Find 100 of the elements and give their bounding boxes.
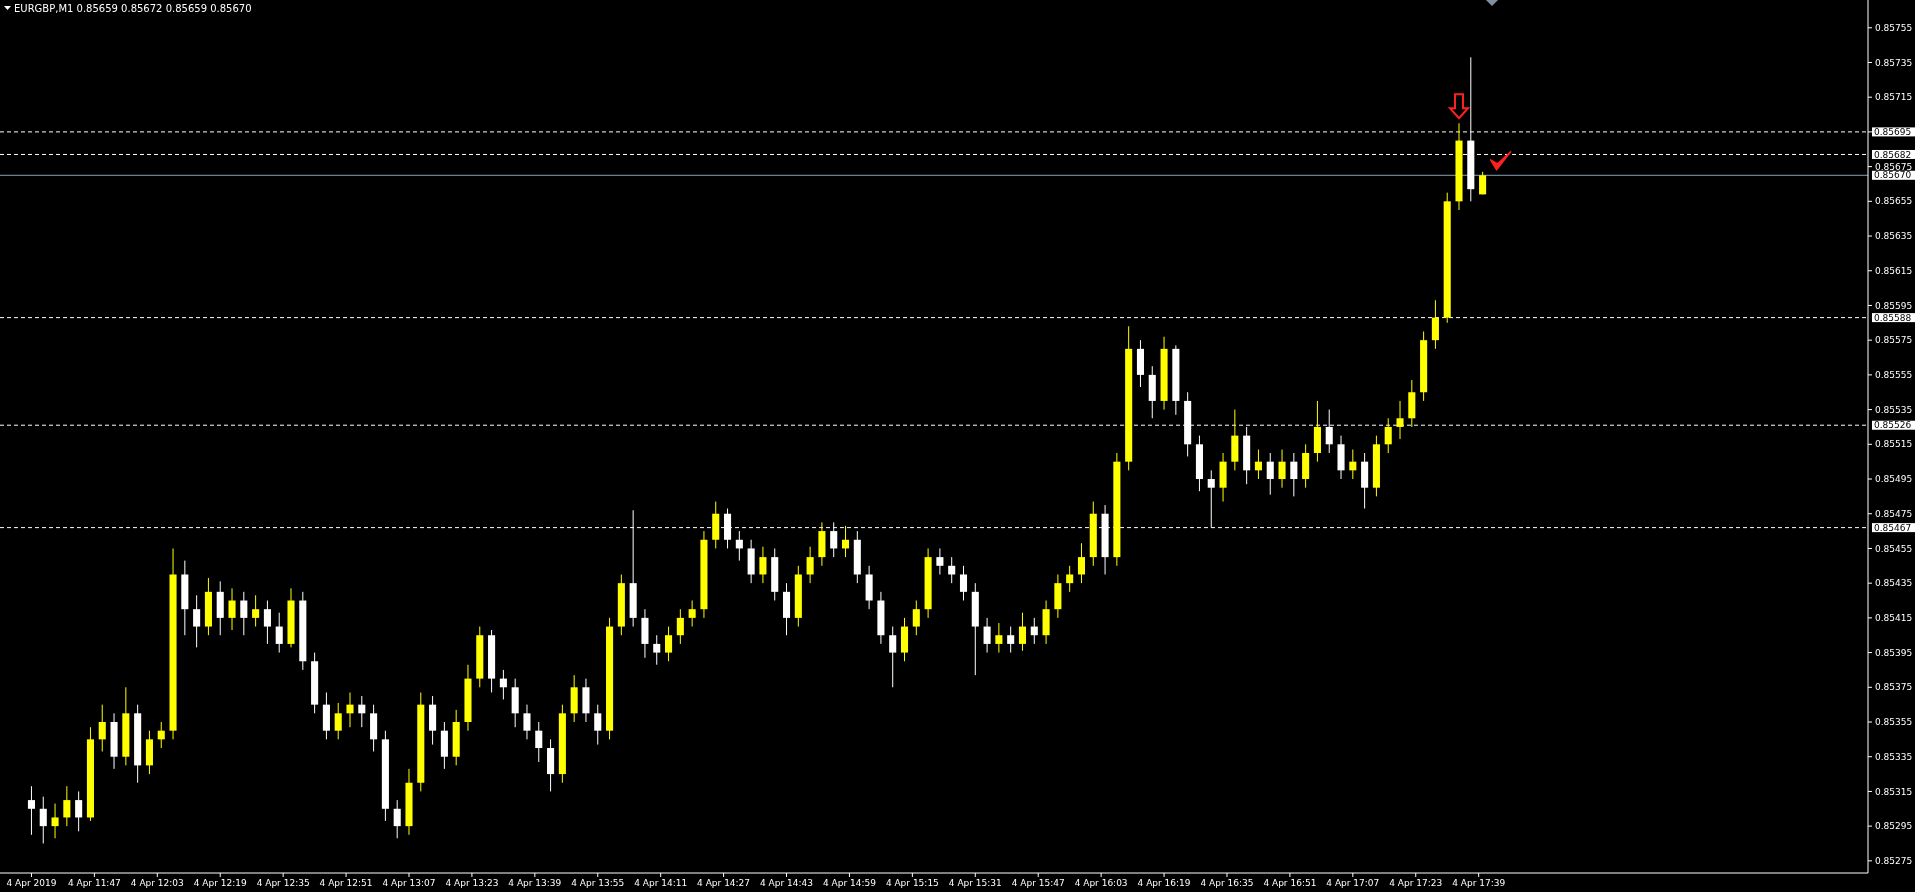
candlestick: [1254, 449, 1262, 480]
x-tick-label: 4 Apr 13:23: [445, 878, 499, 888]
y-tick-label: 0.85435: [1875, 578, 1913, 589]
x-tick-label: 4 Apr 14:59: [822, 878, 877, 888]
y-tick-label: 0.85535: [1875, 404, 1913, 415]
y-tick-label: 0.85655: [1875, 196, 1913, 207]
candlestick: [1396, 400, 1404, 440]
y-tick-label: 0.85495: [1875, 474, 1913, 485]
candlestick: [393, 799, 401, 839]
candlestick: [240, 591, 248, 636]
candlestick: [1431, 299, 1439, 350]
candlestick: [653, 634, 661, 666]
x-tick-label: 4 Apr 12:35: [256, 878, 310, 888]
candlestick: [27, 785, 35, 836]
candlestick: [1290, 452, 1298, 497]
candlestick: [1007, 626, 1015, 654]
y-tick-label: 0.85555: [1875, 370, 1913, 381]
candlestick: [594, 704, 602, 746]
y-tick-label: 0.85755: [1875, 22, 1913, 33]
y-tick-label: 0.85395: [1875, 647, 1913, 658]
ref-line-label: 0.85695: [1874, 127, 1912, 138]
y-tick-label: 0.85595: [1875, 300, 1913, 311]
x-tick-label: 4 Apr 12:19: [193, 878, 247, 888]
x-tick-label: 4 Apr 14:43: [760, 878, 814, 888]
candlestick: [688, 600, 696, 628]
candlestick: [275, 612, 283, 654]
candlestick: [228, 587, 236, 631]
y-tick-label: 0.85315: [1875, 786, 1913, 797]
ref-line-label: 0.85467: [1874, 522, 1912, 533]
candlestick: [193, 594, 201, 648]
y-tick-label: 0.85715: [1875, 92, 1913, 103]
candlestick: [523, 704, 531, 740]
y-tick-label: 0.85615: [1875, 265, 1913, 276]
y-tick-label: 0.85735: [1875, 57, 1913, 68]
x-tick-label: 4 Apr 2019: [6, 878, 57, 888]
candlestick: [499, 669, 507, 700]
y-tick-label: 0.85355: [1875, 717, 1913, 728]
x-tick-label: 4 Apr 15:47: [1011, 878, 1065, 888]
y-tick-label: 0.85455: [1875, 543, 1913, 554]
x-tick-label: 4 Apr 14:11: [634, 878, 688, 888]
x-tick-label: 4 Apr 14:27: [697, 878, 751, 888]
x-tick-label: 4 Apr 13:55: [571, 878, 625, 888]
x-tick-label: 4 Apr 12:51: [319, 878, 373, 888]
x-tick-label: 4 Apr 13:39: [508, 878, 562, 888]
candlestick: [983, 617, 991, 654]
x-tick-label: 4 Apr 15:15: [885, 878, 939, 888]
candlestick: [75, 790, 83, 832]
ref-line-label: 0.85588: [1874, 312, 1912, 323]
ref-line-label: 0.85526: [1874, 420, 1912, 431]
candlestick: [1066, 565, 1074, 593]
candlestick: [1018, 612, 1027, 652]
x-tick-label: 4 Apr 17:07: [1326, 878, 1380, 888]
candlestick: [51, 803, 59, 839]
y-tick-label: 0.85415: [1875, 613, 1913, 624]
chart-title: EURGBP,M1 0.85659 0.85672 0.85659 0.85670: [14, 3, 252, 14]
ref-line-label: 0.85670: [1874, 170, 1912, 181]
candlestick: [676, 608, 684, 645]
candlestick: [346, 692, 354, 728]
candlestick: [995, 622, 1003, 654]
y-tick-label: 0.85475: [1875, 508, 1913, 519]
candlestick: [936, 547, 944, 575]
candlestick: [759, 546, 767, 584]
candlestick: [63, 785, 71, 827]
candlestick: [98, 704, 106, 753]
y-tick-label: 0.85295: [1875, 821, 1913, 832]
candlestick: [1384, 417, 1392, 454]
candlestick: [948, 556, 956, 584]
candlestick: [334, 702, 342, 740]
candlestick: [263, 600, 271, 645]
candlestick: [806, 546, 814, 584]
candlestick: [157, 721, 165, 749]
candlestick: [1349, 449, 1357, 480]
x-tick-label: 4 Apr 16:35: [1200, 878, 1254, 888]
candlestick: [889, 626, 897, 688]
x-tick-label: 4 Apr 12:03: [130, 878, 184, 888]
candlestick: [735, 530, 743, 562]
candlestick: [1278, 449, 1286, 489]
candlestick: [252, 594, 260, 628]
x-tick-label: 4 Apr 16:19: [1137, 878, 1191, 888]
x-tick-label: 4 Apr 11:47: [67, 878, 121, 888]
x-tick-label: 4 Apr 17:23: [1389, 878, 1443, 888]
candlestick: [535, 721, 543, 763]
candlestick: [665, 626, 673, 662]
candlestick: [841, 525, 850, 558]
candlestick: [1266, 452, 1274, 496]
candlestick: [358, 695, 366, 728]
candlestick: [912, 600, 920, 636]
y-tick-label: 0.85515: [1875, 439, 1913, 450]
candlestick: [39, 796, 47, 844]
y-tick-label: 0.85675: [1875, 161, 1913, 172]
y-tick-label: 0.85375: [1875, 682, 1913, 693]
candlestick: [1077, 542, 1086, 584]
candlestick: [1030, 617, 1038, 645]
y-tick-label: 0.85275: [1875, 856, 1913, 866]
x-tick-label: 4 Apr 17:39: [1452, 878, 1506, 888]
ref-line-label: 0.85682: [1874, 149, 1912, 160]
x-tick-label: 4 Apr 15:31: [948, 878, 1002, 888]
x-tick-label: 4 Apr 16:03: [1074, 878, 1128, 888]
candlestick: [959, 565, 968, 602]
y-tick-label: 0.85335: [1875, 751, 1913, 762]
